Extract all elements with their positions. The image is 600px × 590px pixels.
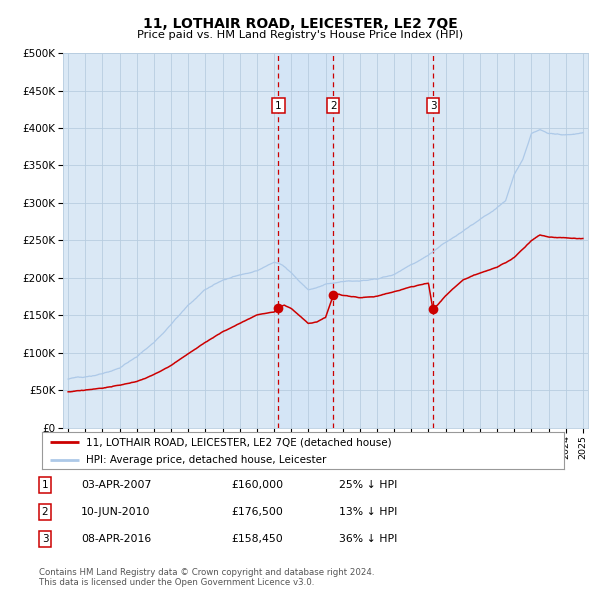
Text: 08-APR-2016: 08-APR-2016 [81, 535, 151, 544]
Text: 11, LOTHAIR ROAD, LEICESTER, LE2 7QE (detached house): 11, LOTHAIR ROAD, LEICESTER, LE2 7QE (de… [86, 437, 392, 447]
Text: 36% ↓ HPI: 36% ↓ HPI [339, 535, 397, 544]
Text: 11, LOTHAIR ROAD, LEICESTER, LE2 7QE: 11, LOTHAIR ROAD, LEICESTER, LE2 7QE [143, 17, 457, 31]
Text: £160,000: £160,000 [231, 480, 283, 490]
Text: Price paid vs. HM Land Registry's House Price Index (HPI): Price paid vs. HM Land Registry's House … [137, 30, 463, 40]
Text: 25% ↓ HPI: 25% ↓ HPI [339, 480, 397, 490]
Text: HPI: Average price, detached house, Leicester: HPI: Average price, detached house, Leic… [86, 455, 327, 465]
Text: 2: 2 [41, 507, 49, 517]
Text: 2: 2 [330, 100, 337, 110]
Text: 1: 1 [275, 100, 281, 110]
Text: Contains HM Land Registry data © Crown copyright and database right 2024.
This d: Contains HM Land Registry data © Crown c… [39, 568, 374, 587]
Text: 3: 3 [41, 535, 49, 544]
Text: 1: 1 [41, 480, 49, 490]
Text: £158,450: £158,450 [231, 535, 283, 544]
Text: 10-JUN-2010: 10-JUN-2010 [81, 507, 151, 517]
Text: 3: 3 [430, 100, 436, 110]
Text: 03-APR-2007: 03-APR-2007 [81, 480, 151, 490]
Bar [278, 53, 333, 428]
Text: 13% ↓ HPI: 13% ↓ HPI [339, 507, 397, 517]
Text: £176,500: £176,500 [231, 507, 283, 517]
